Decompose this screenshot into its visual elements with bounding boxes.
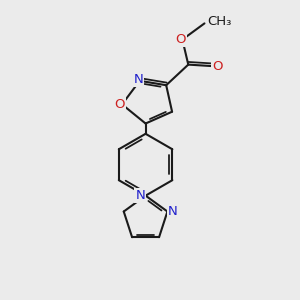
Text: O: O <box>212 60 223 73</box>
Text: N: N <box>135 189 145 202</box>
Text: N: N <box>133 73 143 86</box>
Text: N: N <box>168 205 178 218</box>
Text: O: O <box>114 98 125 111</box>
Text: CH₃: CH₃ <box>207 14 232 28</box>
Text: O: O <box>176 33 186 46</box>
